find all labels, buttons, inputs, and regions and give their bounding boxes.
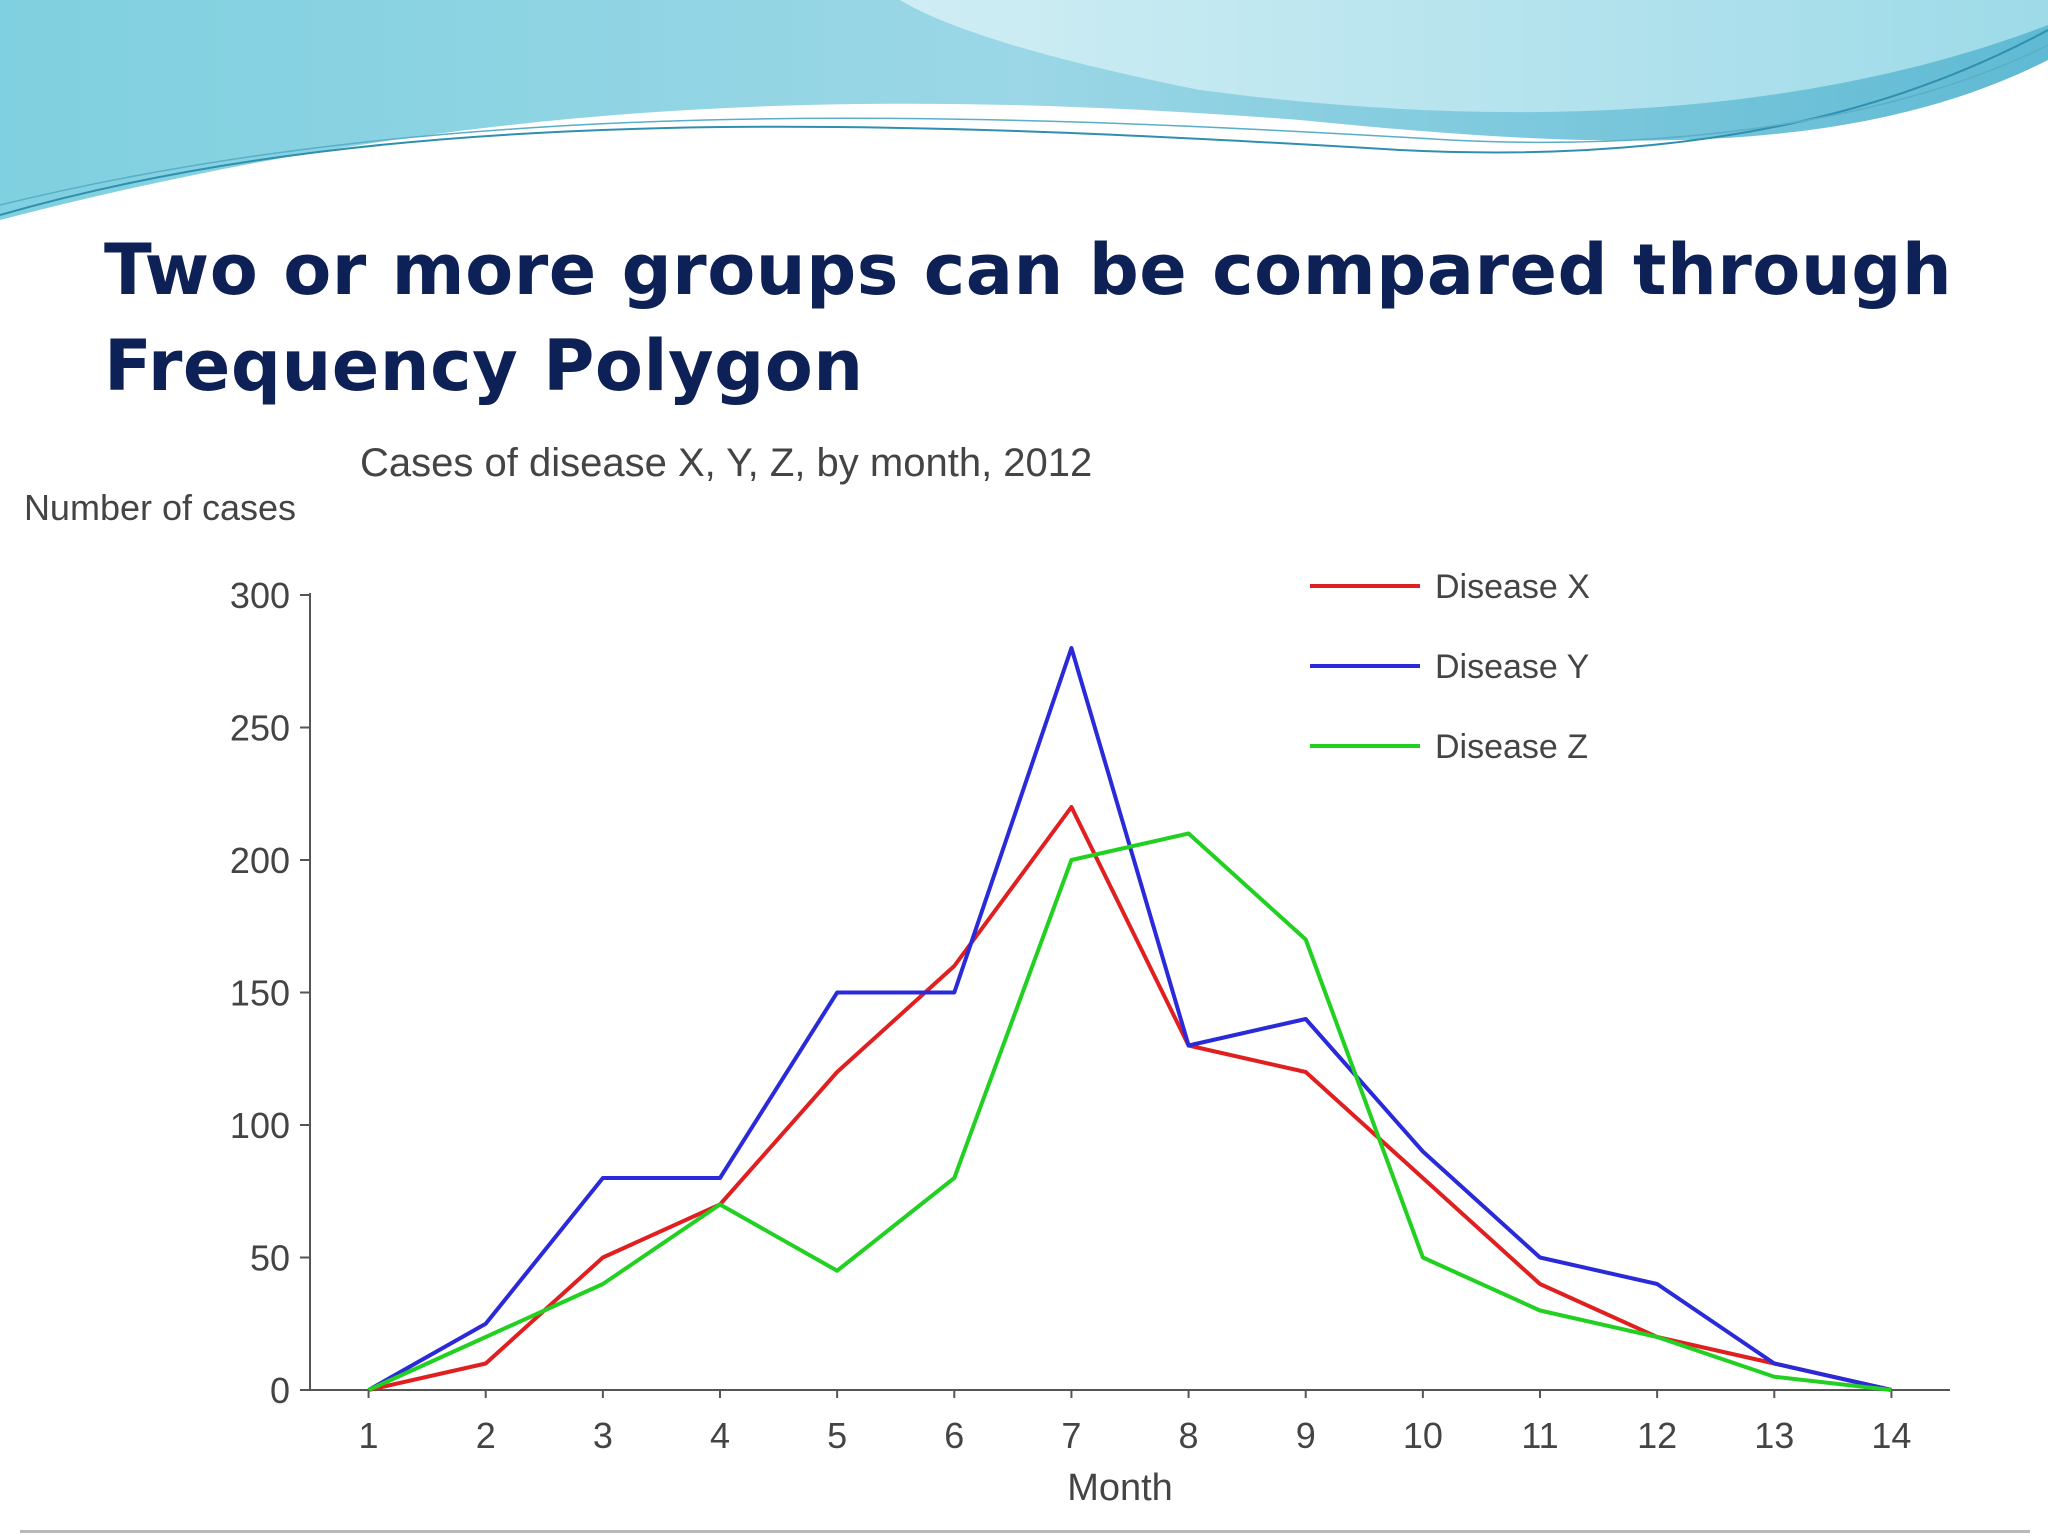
y-tick-label: 100 [230, 1105, 290, 1146]
x-tick-label: 12 [1637, 1415, 1677, 1456]
x-tick-label: 7 [1061, 1415, 1081, 1456]
x-tick-label: 6 [944, 1415, 964, 1456]
x-tick-label: 5 [827, 1415, 847, 1456]
frequency-polygon-chart: Cases of disease X, Y, Z, by month, 2012… [24, 441, 1950, 1509]
legend-label: Disease Y [1435, 648, 1589, 686]
x-tick-label: 3 [593, 1415, 613, 1456]
x-tick-label: 8 [1179, 1415, 1199, 1456]
x-axis-label: Month [1067, 1467, 1173, 1509]
slide-title-line-1: Two or more groups can be compared throu… [104, 229, 1953, 311]
x-tick-label: 10 [1403, 1415, 1443, 1456]
y-tick-label: 50 [250, 1238, 290, 1279]
x-tick-label: 1 [359, 1415, 379, 1456]
y-tick-label: 250 [230, 708, 290, 749]
series-line-disease-z [367, 831, 1892, 1392]
y-tick-label: 150 [230, 973, 290, 1014]
slide-title-line-2: Frequency Polygon [104, 325, 864, 407]
chart-title: Cases of disease X, Y, Z, by month, 2012 [360, 441, 1092, 485]
y-tick-label: 200 [230, 840, 290, 881]
x-tick-label: 9 [1296, 1415, 1316, 1456]
series-line-disease-x [368, 805, 1892, 1392]
header-wave-decoration [0, 0, 2048, 220]
chart-series [367, 646, 1892, 1392]
bottom-divider [20, 1530, 2030, 1533]
legend-label: Disease X [1435, 568, 1590, 606]
legend-label: Disease Z [1435, 728, 1588, 766]
slide-title: Two or more groups can be compared throu… [104, 222, 2004, 414]
chart-legend: Disease X Disease Y Disease Z [1310, 568, 1590, 766]
y-tick-label: 0 [270, 1370, 290, 1411]
series-line-disease-y [367, 646, 1892, 1392]
x-tick-label: 4 [710, 1415, 730, 1456]
x-tick-label: 13 [1754, 1415, 1794, 1456]
y-tick-label: 300 [230, 575, 290, 616]
x-tick-label: 2 [476, 1415, 496, 1456]
x-tick-label: 11 [1521, 1415, 1558, 1456]
x-tick-label: 14 [1871, 1415, 1911, 1456]
y-axis-label: Number of cases [24, 487, 296, 528]
